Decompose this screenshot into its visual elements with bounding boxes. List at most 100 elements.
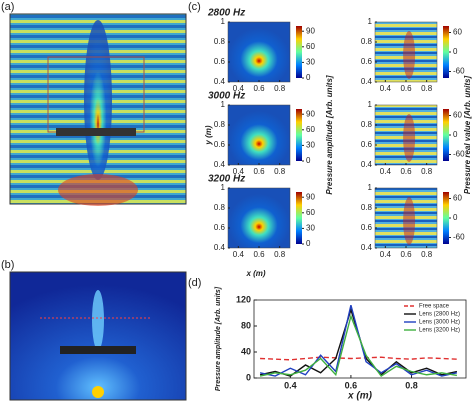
y-tick-label: 0.4 xyxy=(214,243,226,252)
x-tick-label: 0.8 xyxy=(274,167,286,176)
y-tick-label: 1 xyxy=(221,17,226,26)
colorbar-tick-label: 60 xyxy=(306,208,315,217)
plot-area xyxy=(253,299,467,379)
colorbar-tick-label: 0 xyxy=(453,47,458,56)
colorbar-tick-label: 0 xyxy=(306,156,311,165)
colorbar-tick-label: -60 xyxy=(453,150,465,159)
y-tick-label: 40 xyxy=(241,346,251,356)
panel-a-image xyxy=(9,13,187,206)
colorbar-tick-label: 0 xyxy=(453,213,458,222)
y-tick-label: 80 xyxy=(241,320,251,330)
y-tick-label: 0.8 xyxy=(361,203,373,212)
colorbar-tick-label: 90 xyxy=(306,26,315,35)
y-tick-label: 0.4 xyxy=(361,160,373,169)
colorbar-tick-label: 30 xyxy=(306,141,315,150)
legend-label: Free space xyxy=(419,304,450,310)
x-tick-label: 0.6 xyxy=(400,250,412,259)
panel-title: 2800 Hz xyxy=(207,8,245,19)
colorbar xyxy=(296,109,302,161)
x-tick-label: 0.6 xyxy=(253,84,265,93)
y-tick-label: 0.8 xyxy=(361,37,373,46)
x-tick-label: 0.4 xyxy=(380,84,392,93)
heatmap-image xyxy=(403,197,416,245)
series-line xyxy=(260,356,457,361)
y-tick-label: 0.4 xyxy=(361,243,373,252)
colorbar-label: Pressure amplitude [Arb. units] xyxy=(325,75,334,194)
colorbar xyxy=(443,192,449,244)
colorbar xyxy=(443,26,449,78)
panel-title: 3000 Hz xyxy=(208,91,245,102)
colorbar xyxy=(296,192,302,244)
colorbar-tick-label: 60 xyxy=(306,125,315,134)
x-tick-label: 0.6 xyxy=(400,167,412,176)
legend-label: Lens (3000 Hz) xyxy=(419,320,460,326)
y-tick-label: 0.6 xyxy=(214,223,226,232)
y-tick-label: 1 xyxy=(221,100,226,109)
panel-label: (d) xyxy=(188,277,201,289)
y-tick-label: 1 xyxy=(368,183,373,192)
colorbar-tick-label: 90 xyxy=(306,109,315,118)
panel-label: (b) xyxy=(1,259,14,271)
x-tick-label: 0.6 xyxy=(253,167,265,176)
colorbar-label: Pressure real value [Arb. units] xyxy=(463,76,472,195)
colorbar-tick-label: -60 xyxy=(453,67,465,76)
heatmap-image xyxy=(227,21,291,83)
colorbar-tick-label: 0 xyxy=(306,239,311,248)
x-tick-label: 0.8 xyxy=(274,84,286,93)
x-tick-label: 0.6 xyxy=(400,84,412,93)
colorbar xyxy=(296,26,302,78)
legend-label: Lens (3200 Hz) xyxy=(419,328,460,334)
y-tick-label: 1 xyxy=(368,17,373,26)
series-line xyxy=(259,313,458,377)
colorbar-tick-label: 90 xyxy=(306,192,315,201)
y-tick-label: 0.4 xyxy=(214,77,226,86)
colorbar-tick-label: 60 xyxy=(453,28,462,37)
x-tick-label: 0.8 xyxy=(421,167,433,176)
x-tick-label: 0.8 xyxy=(405,380,418,390)
x-tick-label: 0.4 xyxy=(380,167,392,176)
panel-title: 3200 Hz xyxy=(208,174,245,185)
x-tick-label: 0.6 xyxy=(345,380,358,390)
panel-label: (a) xyxy=(1,1,14,13)
x-tick-label: 0.4 xyxy=(233,250,245,259)
y-tick-label: 120 xyxy=(236,294,251,304)
colorbar xyxy=(443,109,449,161)
y-tick-label: 1 xyxy=(368,100,373,109)
x-tick-label: 0.8 xyxy=(274,250,286,259)
colorbar-tick-label: 60 xyxy=(453,194,462,203)
y-tick-label: 0.8 xyxy=(214,203,226,212)
colorbar-tick-label: 0 xyxy=(306,73,311,82)
y-tick-label: 0.8 xyxy=(361,120,373,129)
y-tick-label: 0.6 xyxy=(361,140,373,149)
panel-b-image xyxy=(9,271,187,401)
x-tick-label: 0.8 xyxy=(421,250,433,259)
y-tick-label: 0 xyxy=(246,372,251,382)
series-line xyxy=(259,305,458,377)
x-tick-label: 0.4 xyxy=(380,250,392,259)
heatmap-image xyxy=(227,104,291,166)
y-tick-label: 0.4 xyxy=(214,160,226,169)
heatmap-image xyxy=(403,114,416,162)
x-tick-label: 0.4 xyxy=(233,167,245,176)
axis-label: x (m) xyxy=(347,391,373,402)
x-tick-label: 0.8 xyxy=(421,84,433,93)
x-tick-label: 0.4 xyxy=(233,84,245,93)
y-tick-label: 0.6 xyxy=(214,57,226,66)
heatmap-image xyxy=(227,187,291,249)
y-tick-label: 0.6 xyxy=(214,140,226,149)
y-tick-label: 0.6 xyxy=(361,223,373,232)
colorbar-tick-label: 0 xyxy=(453,130,458,139)
y-tick-label: 1 xyxy=(221,183,226,192)
axis-label: Pressure amplitude [Arb. units] xyxy=(215,286,222,391)
x-tick-label: 0.4 xyxy=(284,380,297,390)
colorbar-tick-label: 60 xyxy=(306,42,315,51)
colorbar-tick-label: -60 xyxy=(453,233,465,242)
axis-label: x (m) xyxy=(245,269,265,278)
colorbar-tick-label: 30 xyxy=(306,224,315,233)
y-tick-label: 0.4 xyxy=(361,77,373,86)
y-tick-label: 0.8 xyxy=(214,37,226,46)
colorbar-tick-label: 60 xyxy=(453,111,462,120)
heatmap-image xyxy=(403,31,416,79)
colorbar-tick-label: 30 xyxy=(306,58,315,67)
